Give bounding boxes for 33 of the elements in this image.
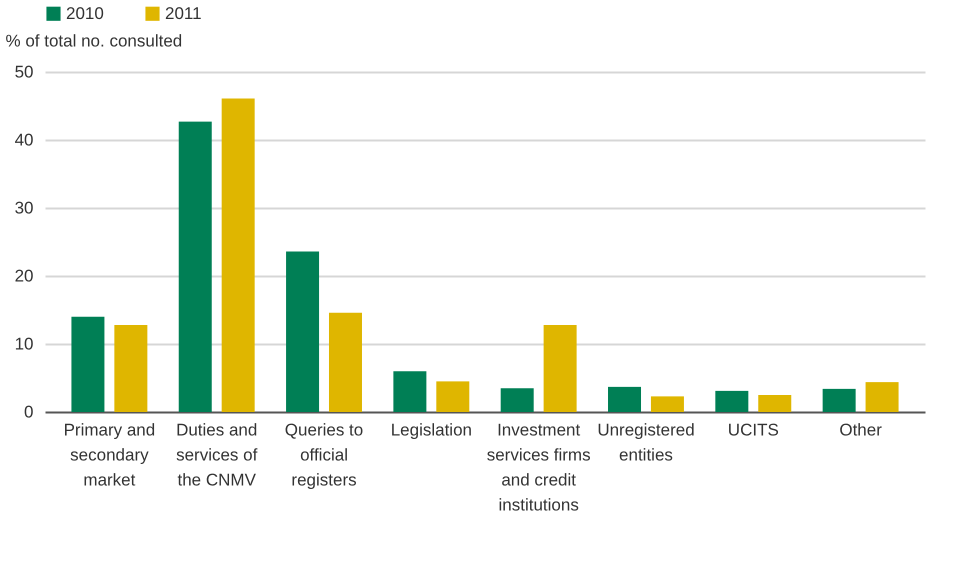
y-tick-label: 0 [24, 402, 34, 422]
bar [114, 324, 148, 412]
x-tick-label: Primary and secondary market [64, 420, 156, 490]
bar [222, 98, 255, 412]
bar [436, 381, 470, 412]
x-tick-label: Investment services firms and credit institutions [486, 420, 591, 514]
y-tick-label: 50 [14, 62, 34, 82]
bar [286, 252, 320, 412]
x-tick-label: UCITS [728, 420, 779, 440]
legend-label: 2010 [66, 4, 104, 23]
bar [393, 371, 426, 412]
x-tick-label: Legislation [390, 420, 472, 440]
legend-label: 2011 [165, 4, 202, 23]
y-tick-label: 20 [14, 266, 34, 286]
x-tick-label: Unregistered entities [597, 420, 695, 464]
y-tick-label: 10 [14, 334, 34, 354]
bar [544, 324, 577, 412]
y-tick-label: 40 [14, 130, 34, 150]
bar [608, 386, 642, 412]
y-tick-label: 30 [14, 198, 34, 218]
bar [650, 396, 684, 412]
bar [328, 312, 362, 412]
bar [715, 390, 748, 412]
bar [178, 122, 212, 412]
x-tick-label: Other [839, 420, 882, 440]
bar [866, 382, 899, 412]
bar [822, 388, 856, 412]
bar [758, 395, 792, 412]
x-tick-label: Duties and services of the CNMV [176, 420, 258, 490]
x-tick-label: Queries to official registers [284, 420, 364, 490]
bar [71, 316, 104, 412]
bar [500, 388, 534, 412]
y-axis-title: % of total no. consulted [6, 32, 182, 50]
